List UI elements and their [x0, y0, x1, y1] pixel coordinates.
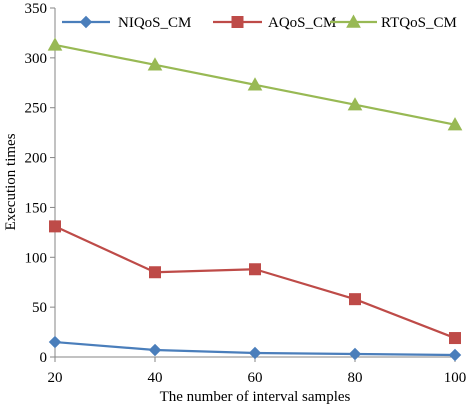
x-axis-ticks: 20 40 60 80 100 [48, 357, 467, 386]
data-point-rtqos-cm [147, 57, 163, 71]
y-tick-label: 200 [25, 151, 48, 167]
legend-marker-niqos-cm [79, 15, 93, 29]
data-point-rtqos-cm [447, 117, 463, 131]
legend-item-aqos-cm: AQoS_CM [213, 15, 336, 31]
legend-label-rtqos-cm: RTQoS_CM [381, 15, 457, 31]
y-axis-title: Execution times [3, 133, 19, 230]
y-axis-ticks: 0 50 100 150 200 250 300 350 [25, 1, 55, 366]
legend-marker-rtqos-cm [346, 14, 361, 28]
legend-item-niqos-cm: NIQoS_CM [62, 15, 191, 31]
legend-label-aqos-cm: AQoS_CM [268, 15, 336, 31]
legend-label-niqos-cm: NIQoS_CM [118, 15, 191, 31]
data-point-rtqos-cm [347, 97, 363, 111]
data-point-aqos-cm [249, 263, 261, 276]
y-tick-label: 0 [40, 350, 48, 366]
legend-marker-aqos-cm [231, 16, 244, 28]
data-point-niqos-cm [348, 347, 362, 361]
plot-area-border [54, 8, 455, 358]
series-layer [47, 37, 463, 362]
data-point-aqos-cm [449, 332, 461, 345]
data-point-niqos-cm [448, 348, 462, 362]
data-point-rtqos-cm [247, 77, 263, 91]
y-tick-label: 300 [25, 51, 48, 67]
data-point-aqos-cm [149, 266, 161, 279]
y-tick-label: 350 [25, 1, 48, 17]
data-point-niqos-cm [48, 335, 62, 349]
legend: NIQoS_CM AQoS_CM RTQoS_CM [62, 14, 457, 31]
x-tick-label: 60 [248, 370, 263, 386]
series-niqos-cm [48, 335, 462, 362]
x-tick-label: 80 [348, 370, 363, 386]
y-tick-label: 250 [25, 101, 48, 117]
y-tick-label: 50 [32, 300, 47, 316]
series-line-aqos-cm [53, 225, 457, 340]
y-tick-label: 150 [25, 200, 48, 216]
y-tick-label: 100 [25, 250, 48, 266]
data-point-aqos-cm [49, 220, 61, 233]
x-tick-label: 40 [148, 370, 163, 386]
series-rtqos-cm [47, 37, 463, 131]
data-point-rtqos-cm [47, 37, 63, 51]
series-aqos-cm [49, 220, 461, 345]
data-point-niqos-cm [148, 343, 162, 357]
data-point-aqos-cm [349, 293, 361, 306]
legend-item-rtqos-cm: RTQoS_CM [330, 14, 457, 31]
data-point-niqos-cm [248, 346, 262, 360]
x-tick-label: 100 [444, 370, 467, 386]
x-tick-label: 20 [48, 370, 63, 386]
x-axis-title: The number of interval samples [160, 389, 351, 405]
